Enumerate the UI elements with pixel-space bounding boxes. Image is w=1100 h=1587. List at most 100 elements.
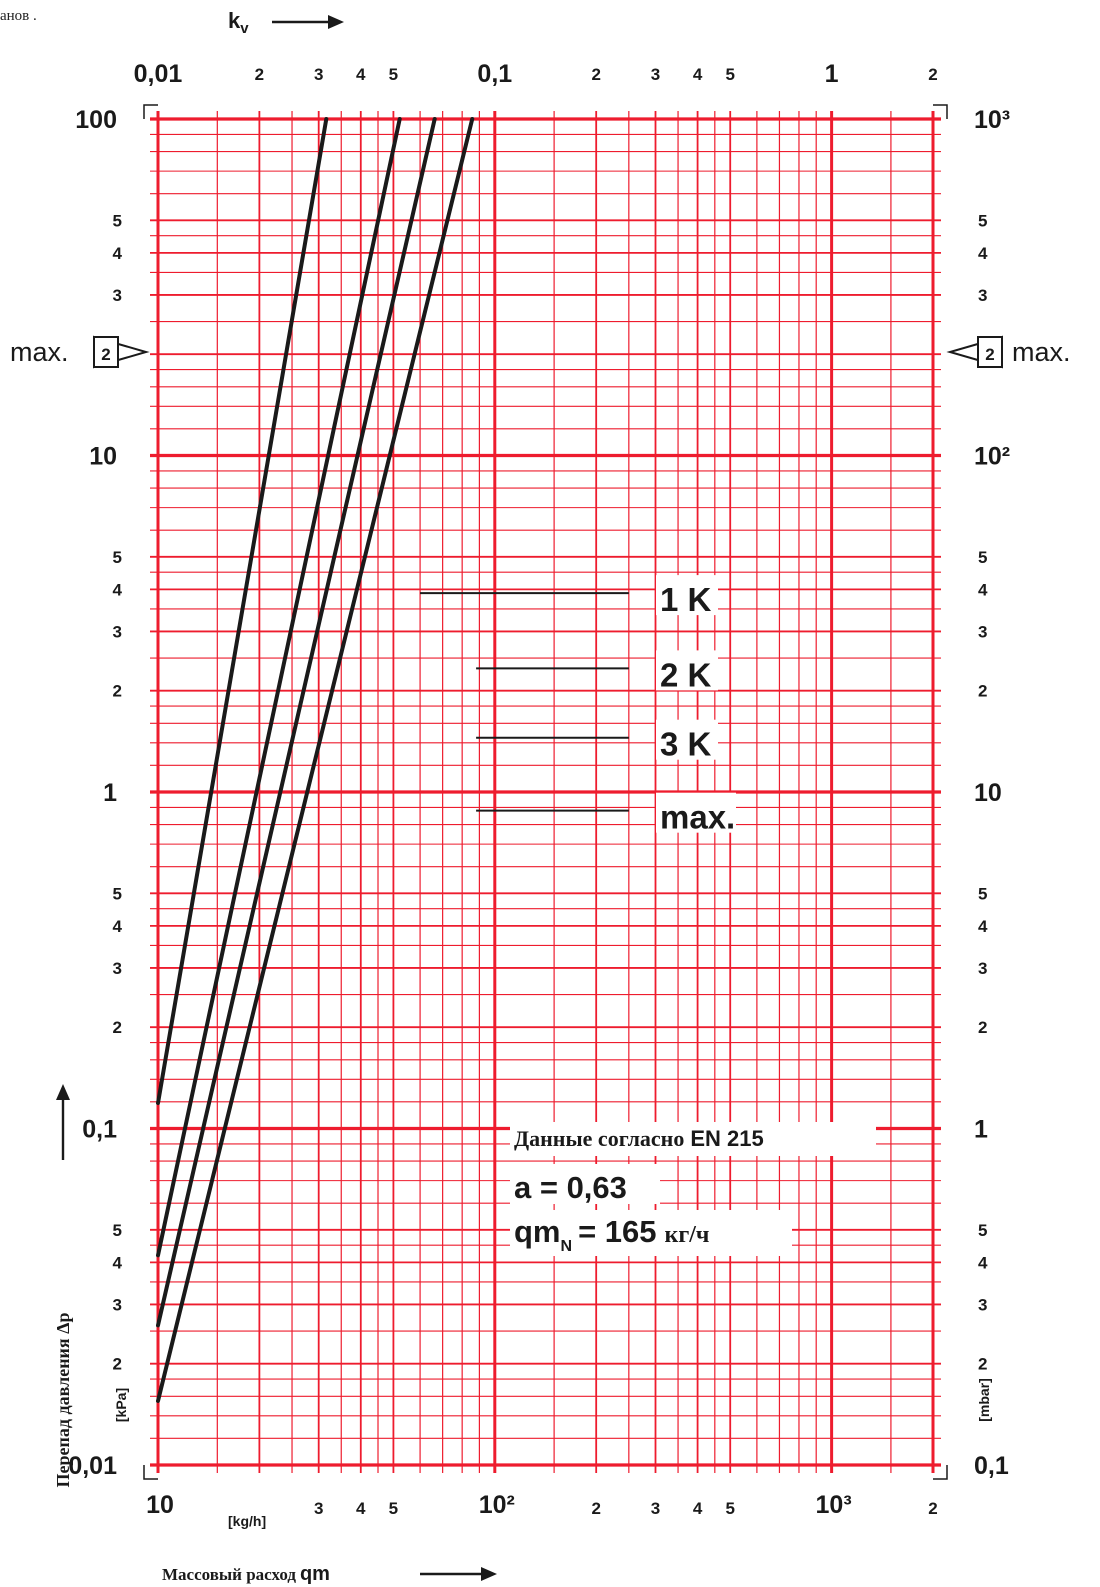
series-label: 2 K [660,656,712,693]
right-tick-label: 4 [978,1253,988,1272]
top-tick-label: 4 [356,65,366,84]
left-tick-label: 4 [113,244,123,263]
right-tick-label: 0,1 [974,1452,1009,1480]
left-axis-arrow-icon [56,1084,70,1160]
series-label-bg [656,575,718,616]
left-tick-label: 0,1 [82,1116,117,1144]
left-tick-label: 5 [113,211,122,230]
tick-labels: 0,01 2 3 4 5 0,1 2 3 4 5 1 2 10 3 4 5 10² 2 3 4 5 10³ 2 100 5 4 3 1… [68,60,1010,1519]
max-marker-right-label: max. [1012,337,1071,367]
right-tick-label: 5 [978,548,987,567]
annotation-bg-1 [510,1122,876,1156]
reference-lines: 1 K 2 K 3 K max. [420,575,736,836]
bottom-tick-label: 5 [389,1499,398,1518]
top-tick-label: 3 [651,65,660,84]
right-tick-label: 4 [978,917,988,936]
left-tick-label: 1 [103,779,117,807]
max-triangle-right-icon: 2 [946,335,1003,369]
right-tick-label: 5 [978,1221,987,1240]
top-tick-label: 3 [314,65,323,84]
bottom-tick-label: 10 [146,1491,174,1519]
series-label: 1 K [660,581,712,618]
right-tick-label: 3 [978,286,987,305]
bottom-tick-label: 5 [725,1499,734,1518]
corner-mark [933,1465,948,1480]
series-label-bg [656,650,718,691]
left-tick-label: 2 [113,682,122,701]
right-tick-label: 5 [978,211,987,230]
left-tick-label: 10 [89,443,117,471]
left-axis-label: Перепад давления Δp [53,1313,73,1488]
curve-3 [156,117,437,1328]
plot-grid [143,104,948,1480]
curve-1 [156,117,329,1106]
top-axis-label: kv [228,8,249,37]
annotation-bg-3 [510,1210,792,1256]
right-tick-label: 3 [978,959,987,978]
left-tick-label: 3 [113,622,122,641]
bottom-axis-arrow-icon [420,1567,497,1581]
left-tick-label: 0,01 [68,1452,117,1480]
bottom-axis-label: Массовый расход qm [162,1563,330,1585]
right-axis-unit: [mbar] [976,1378,992,1422]
left-axis-unit: [kPa] [113,1388,129,1422]
bottom-tick-label: 2 [928,1499,937,1518]
left-tick-label: 5 [113,548,122,567]
series-label-bg [656,719,718,760]
right-tick-label: 3 [978,1295,987,1314]
bottom-tick-label: 4 [693,1499,703,1518]
right-tick-label: 2 [978,682,987,701]
series-label: 3 K [660,726,712,763]
left-tick-label: 4 [113,1253,123,1272]
max-badge-right: 2 [985,345,994,364]
annotation-a-value: a = 0,63 [514,1170,627,1205]
top-tick-label: 5 [389,65,398,84]
right-tick-label: 3 [978,622,987,641]
top-tick-label: 4 [693,65,703,84]
max-triangle-left-icon: 2 [93,335,150,369]
max-badge-left: 2 [101,345,110,364]
left-tick-label: 3 [113,1295,122,1314]
bottom-tick-label: 10³ [816,1491,852,1519]
right-tick-label: 5 [978,884,987,903]
corner-mark [143,1465,158,1480]
top-tick-label: 2 [255,65,264,84]
corner-mark [933,104,948,119]
right-tick-label: 4 [978,244,988,263]
right-tick-label: 2 [978,1018,987,1037]
annotation-qmn: qmN = 165 кг/ч [514,1214,709,1255]
right-tick-label: 10³ [974,106,1010,134]
left-tick-label: 100 [75,106,117,134]
right-tick-label: 2 [978,1355,987,1374]
left-tick-label: 5 [113,884,122,903]
top-tick-label: 2 [928,65,937,84]
top-tick-label: 0,1 [477,60,512,88]
curve-group [156,117,475,1403]
left-tick-label: 2 [113,1018,122,1037]
curve-2 [156,117,402,1258]
bottom-axis-unit: [kg/h] [228,1513,266,1529]
left-tick-label: 4 [113,580,123,599]
right-tick-label: 4 [978,580,988,599]
annotation-bg-2 [510,1164,660,1204]
curve-4 [156,117,475,1403]
bottom-tick-label: 4 [356,1499,366,1518]
bottom-tick-label: 2 [591,1499,600,1518]
right-tick-label: 1 [974,1116,988,1144]
bottom-tick-label: 3 [651,1499,660,1518]
max-marker-left-label: max. [10,337,69,367]
left-tick-label: 4 [113,917,123,936]
series-label: max. [660,799,735,836]
left-tick-label: 5 [113,1221,122,1240]
top-tick-label: 0,01 [134,60,183,88]
left-tick-label: 2 [113,1355,122,1374]
top-tick-label: 1 [825,60,839,88]
right-tick-label: 10 [974,779,1002,807]
bottom-tick-label: 10² [479,1491,515,1519]
top-tick-label: 2 [591,65,600,84]
bottom-tick-label: 3 [314,1499,323,1518]
left-tick-label: 3 [113,959,122,978]
header-fragment: анов . [0,8,37,24]
left-tick-label: 3 [113,286,122,305]
